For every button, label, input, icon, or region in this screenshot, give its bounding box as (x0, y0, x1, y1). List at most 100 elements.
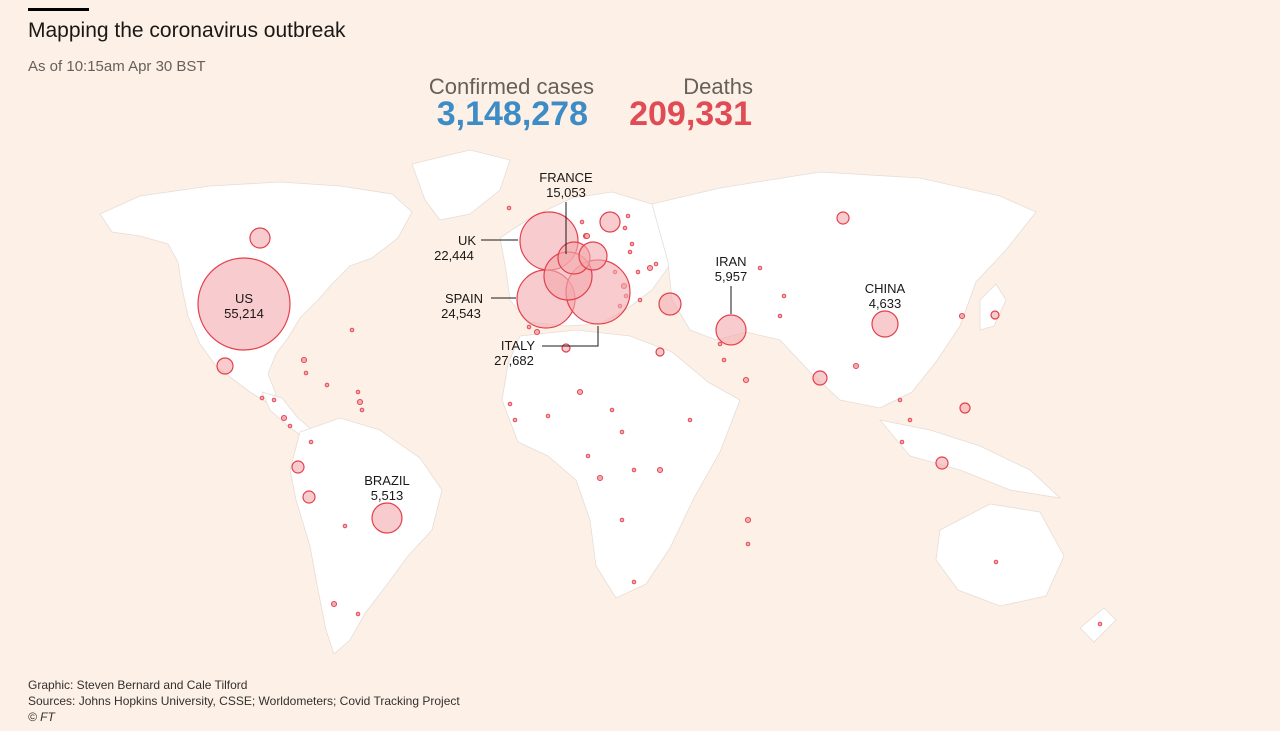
minor-bubble (342, 523, 348, 529)
minor-bubble (717, 341, 723, 347)
leader-italy (542, 326, 599, 347)
bubble-algeria (561, 343, 571, 353)
minor-bubble (355, 389, 361, 395)
label-italy-deaths: 27,682 (494, 353, 534, 368)
minor-bubble (576, 388, 584, 396)
label-france-name: FRANCE (539, 170, 593, 185)
minor-bubble (757, 265, 763, 271)
label-spain-deaths: 24,543 (441, 306, 481, 321)
minor-bubble (359, 407, 365, 413)
minor-bubble (596, 474, 604, 482)
minor-bubble (287, 423, 293, 429)
label-italy-name: ITALY (501, 338, 536, 353)
land-south-america (289, 417, 443, 655)
minor-bubble (777, 313, 783, 319)
minor-bubble (583, 232, 591, 240)
page-title: Mapping the coronavirus outbreak (28, 19, 346, 42)
bubble-russia (836, 211, 850, 225)
minor-bubble (656, 466, 664, 474)
minor-bubble (631, 579, 637, 585)
label-brazil-name: BRAZIL (364, 473, 410, 488)
land-japan (979, 283, 1007, 331)
minor-bubble (545, 413, 551, 419)
bubble-egypt (655, 347, 665, 357)
country-labels: US 55,214 UK 22,444 FRANCE 15,053 SPAIN … (224, 170, 905, 503)
bubble-china (871, 310, 899, 338)
deaths-label: Deaths (683, 74, 753, 99)
bubble-sweden (599, 211, 621, 233)
minor-bubble (609, 407, 615, 413)
minor-bubble (907, 417, 913, 423)
minor-bubble (993, 559, 999, 565)
bubble-iran (715, 314, 747, 346)
minor-bubble (745, 541, 751, 547)
minor-bubble (585, 453, 591, 459)
confirmed-value: 3,148,278 (436, 95, 588, 133)
minor-bubble (629, 241, 635, 247)
minor-bubble (300, 356, 308, 364)
minor-bubble (1097, 621, 1103, 627)
bubble-japan (990, 310, 1000, 320)
title-accent-bar (28, 8, 89, 11)
minor-bubble (653, 261, 659, 267)
bubble-canada (249, 227, 271, 249)
minor-bubble (349, 327, 355, 333)
major-bubbles (197, 211, 1000, 534)
label-iran-name: IRAN (715, 254, 746, 269)
bubble-india (812, 370, 828, 386)
minor-bubble (635, 269, 641, 275)
deaths-value: 209,331 (629, 95, 752, 133)
minor-bubble (271, 397, 277, 403)
minor-bubble (619, 517, 625, 523)
footer-copyright: © FT (28, 710, 55, 724)
bubble-brazil (371, 502, 403, 534)
bubble-germany (578, 241, 608, 271)
minor-bubble (507, 401, 513, 407)
minor-bubble (899, 439, 905, 445)
minor-bubble (897, 397, 903, 403)
minor-bubble (330, 600, 338, 608)
bubble-us (197, 257, 291, 351)
minor-bubble (631, 467, 637, 473)
minor-bubble (324, 382, 330, 388)
label-us-name: US (235, 291, 253, 306)
label-us-deaths: 55,214 (224, 306, 264, 321)
minor-bubble (852, 362, 860, 370)
minor-bubble (303, 370, 309, 376)
land-southeast-asia (878, 419, 1062, 499)
minor-bubble (627, 249, 633, 255)
minor-bubble (533, 328, 541, 336)
label-uk-name: UK (458, 233, 476, 248)
land-africa (501, 329, 741, 599)
leader-lines (481, 202, 732, 347)
bubble-philippines (959, 402, 971, 414)
minor-bubble (958, 312, 966, 320)
label-brazil-deaths: 5,513 (371, 488, 404, 503)
bubble-mexico (216, 357, 234, 375)
minor-bubble (742, 376, 750, 384)
minor-bubble (781, 293, 787, 299)
footer-sources: Sources: Johns Hopkins University, CSSE;… (28, 694, 460, 708)
land-australia (935, 503, 1065, 607)
minor-bubble (356, 398, 364, 406)
minor-bubble (526, 324, 532, 330)
land-greenland (411, 149, 511, 221)
label-uk-deaths: 22,444 (434, 248, 474, 263)
minor-bubble (259, 395, 265, 401)
label-china-deaths: 4,633 (869, 296, 902, 311)
minor-bubble (619, 429, 625, 435)
minor-bubble (506, 205, 512, 211)
minor-bubble (280, 414, 288, 422)
land-asia (651, 171, 1037, 409)
minor-bubble (637, 297, 643, 303)
minor-bubble (721, 357, 727, 363)
minor-bubble (646, 264, 654, 272)
bubble-ecuador (291, 460, 305, 474)
label-spain-name: SPAIN (445, 291, 483, 306)
minor-bubble (512, 417, 518, 423)
page-subtitle: As of 10:15am Apr 30 BST (28, 58, 206, 75)
label-china-name: CHINA (865, 281, 906, 296)
minor-bubble (622, 225, 628, 231)
minor-bubble (355, 611, 361, 617)
